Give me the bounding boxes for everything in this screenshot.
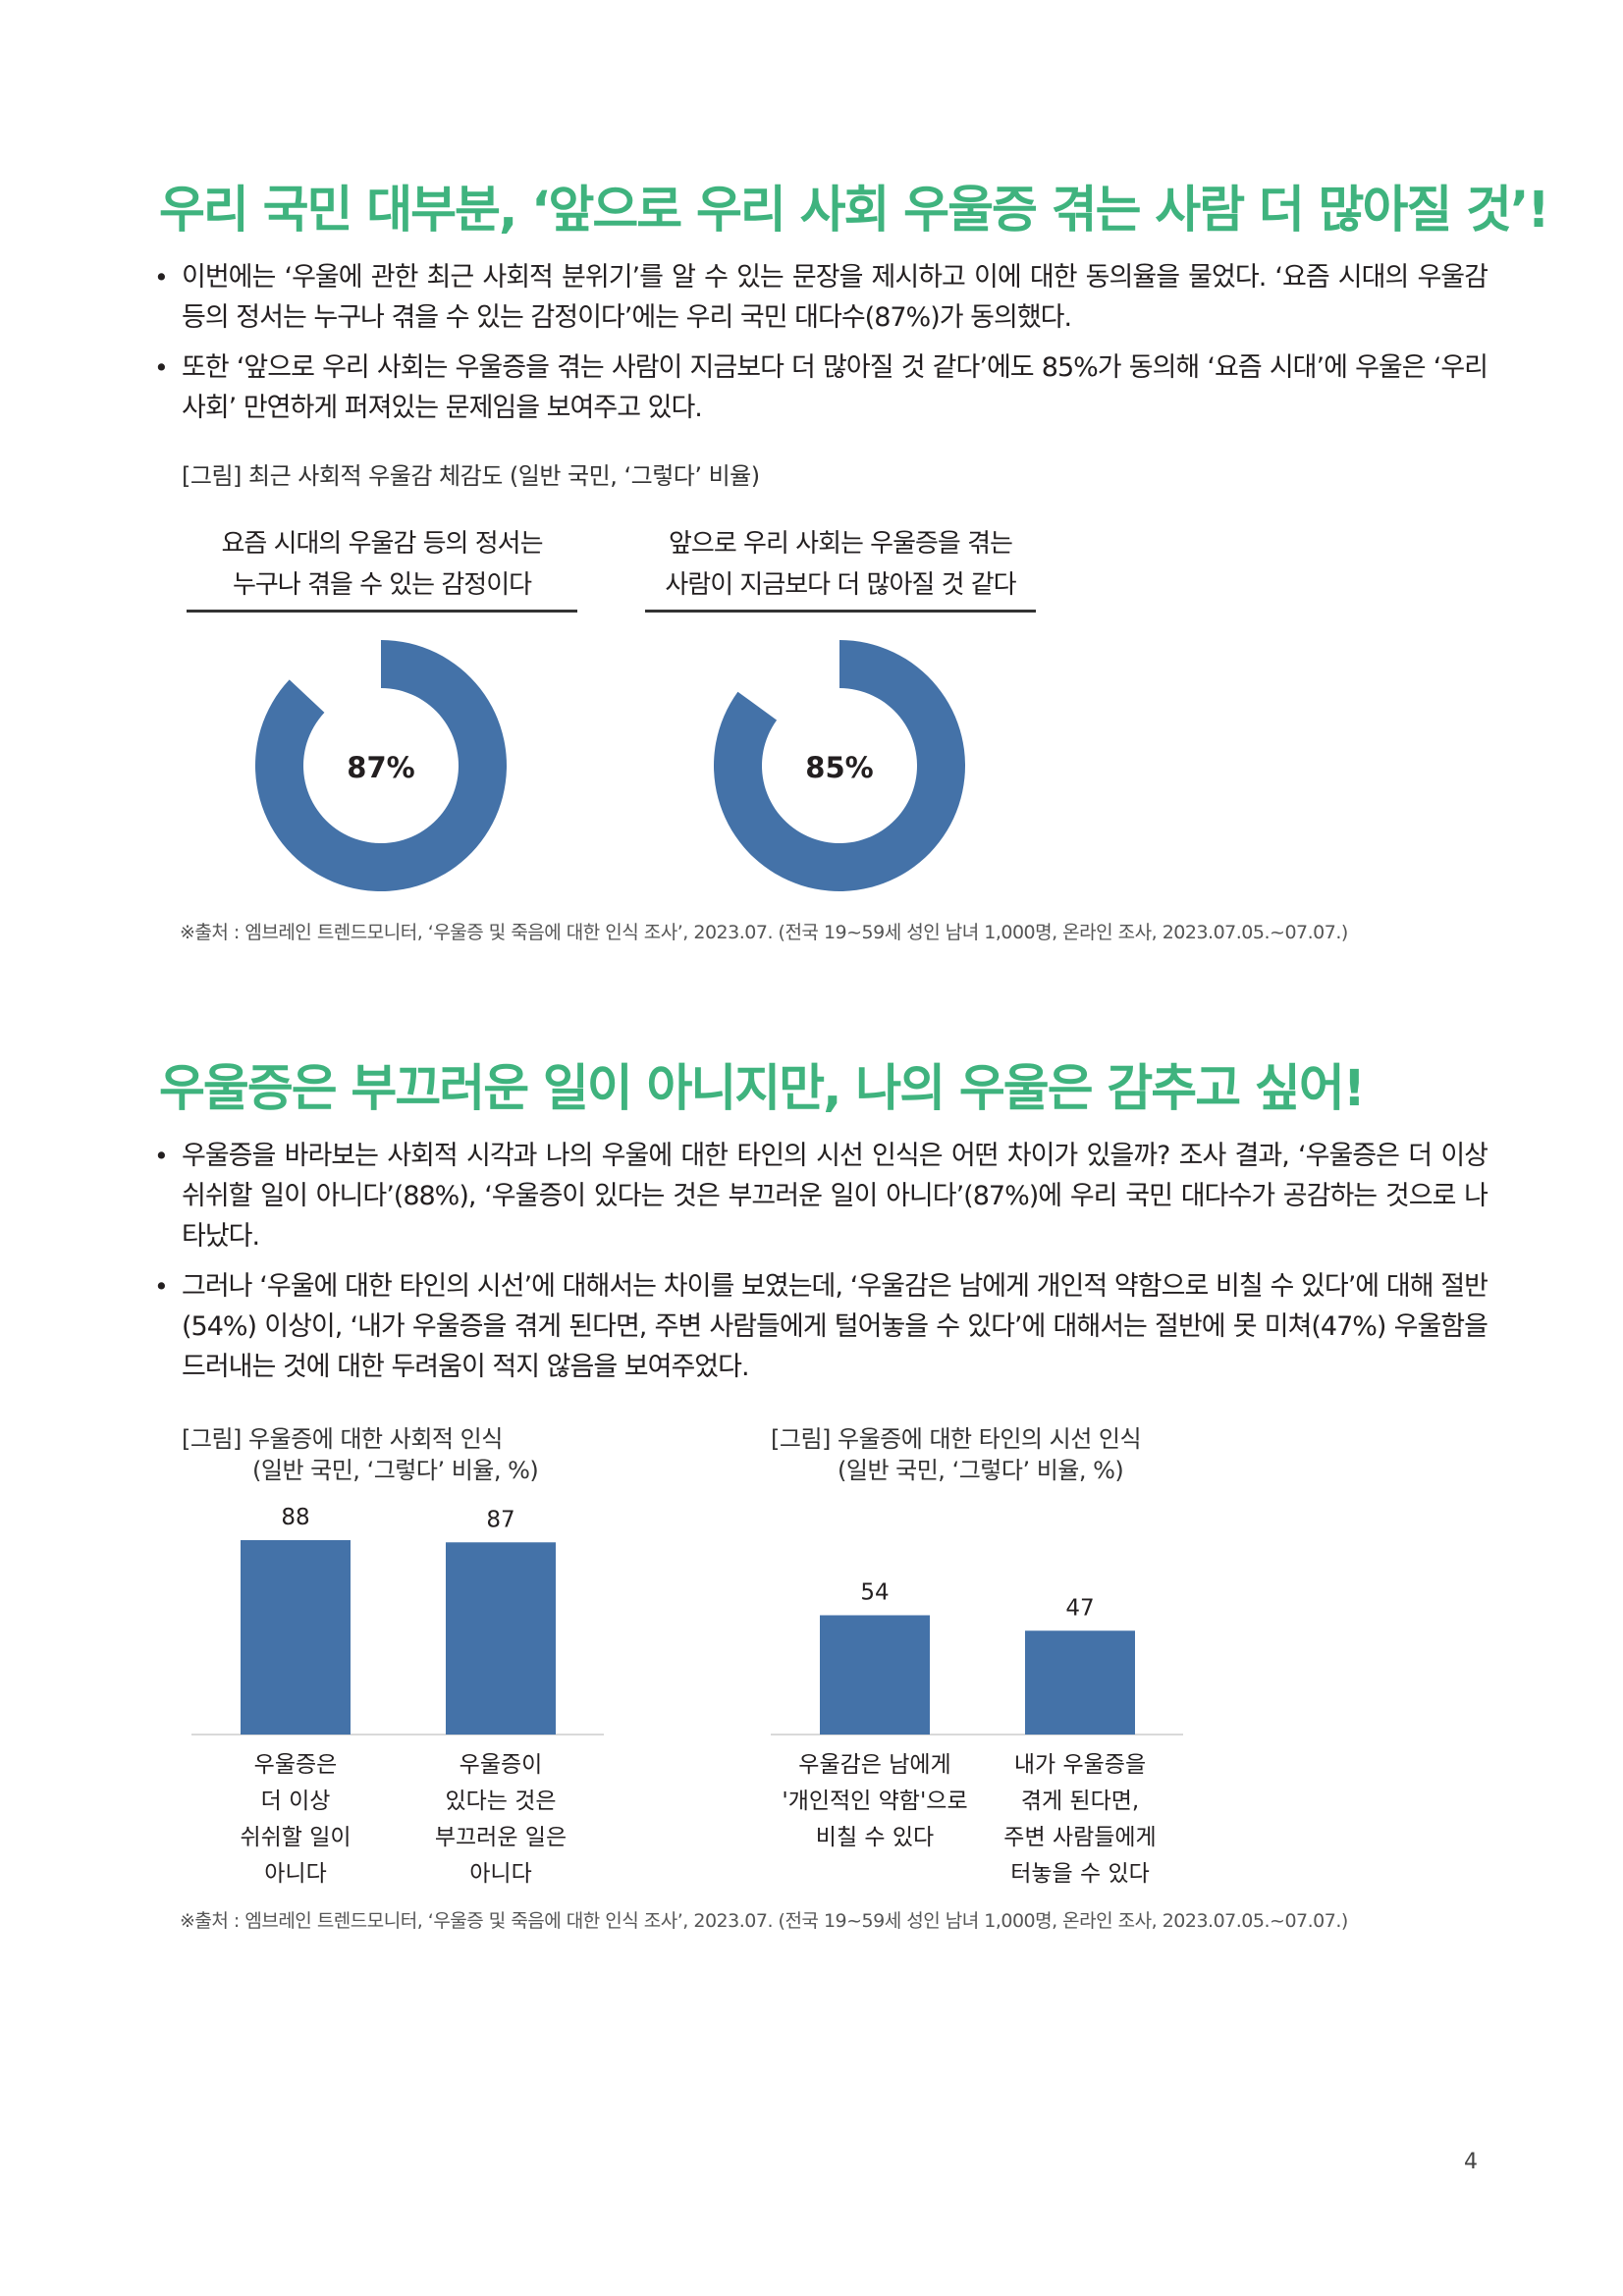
- section2-bullet-1: 우울증을 바라보는 사회적 시각과 나의 우울에 대한 타인의 시선 인식은 어…: [152, 1136, 1488, 1256]
- bar-value-label-1: 54: [860, 1580, 889, 1606]
- bar-2: [1025, 1630, 1135, 1735]
- bar-category-label-2-line-1: 내가 우울증을: [1014, 1752, 1146, 1778]
- bar-chart1-caption: [그림] 우울증에 대한 사회적 인식 (일반 국민, ‘그렇다’ 비율, %): [182, 1423, 539, 1486]
- section2-bullets: 우울증을 바라보는 사회적 시각과 나의 우울에 대한 타인의 시선 인식은 어…: [152, 1136, 1488, 1397]
- bar-chart2-caption: [그림] 우울증에 대한 타인의 시선 인식 (일반 국민, ‘그렇다’ 비율,…: [771, 1423, 1142, 1486]
- bar-category-label-2-line-2: 겪게 된다면,: [1021, 1789, 1139, 1814]
- donut1-title-line1: 요즘 시대의 우울감 등의 정서는: [221, 529, 543, 559]
- section2-heading: 우울증은 부끄러운 일이 아니지만, 나의 우울은 감추고 싶어!: [159, 1060, 1366, 1118]
- section1-heading: 우리 국민 대부분, ‘앞으로 우리 사회 우울증 겪는 사람 더 많아질 것’…: [159, 182, 1550, 240]
- section2-bullet-2: 그러나 ‘우울에 대한 타인의 시선’에 대해서는 차이를 보였는데, ‘우울감…: [152, 1266, 1488, 1387]
- donut2-title-line1: 앞으로 우리 사회는 우울증을 겪는: [669, 529, 1013, 559]
- donut1-title-line2: 누구나 겪을 수 있는 감정이다: [232, 570, 532, 600]
- bar-2: [446, 1542, 556, 1735]
- bar-category-label-1-line-1: 우울증은: [254, 1752, 338, 1778]
- donut1-title: 요즘 시대의 우울감 등의 정서는 누구나 겪을 수 있는 감정이다: [187, 523, 577, 613]
- bar-category-label-1-line-4: 아니다: [264, 1861, 326, 1887]
- donut2-value-label: 85%: [805, 751, 873, 784]
- donut1-value-label: 87%: [347, 751, 414, 784]
- section1-bullets: 이번에는 ‘우울에 관한 최근 사회적 분위기’를 알 수 있는 문장을 제시하…: [152, 257, 1488, 438]
- bar-category-label-2-line-3: 부끄러운 일은: [435, 1825, 567, 1850]
- bar-category-label-1-line-3: 쉬쉬할 일이: [240, 1825, 351, 1850]
- bar-value-label-2: 87: [486, 1507, 514, 1532]
- figure-caption-donuts: [그림] 최근 사회적 우울감 체감도 (일반 국민, ‘그렇다’ 비율): [182, 462, 760, 490]
- donut1-arc: [255, 640, 507, 891]
- donut2-title-line2: 사람이 지금보다 더 많아질 것 같다: [665, 570, 1016, 600]
- bar-value-label-2: 47: [1065, 1595, 1094, 1621]
- bar-category-label-1-line-2: '개인적인 약함'으로: [782, 1789, 967, 1814]
- page-number: 4: [1464, 2150, 1478, 2174]
- donut2-title: 앞으로 우리 사회는 우울증을 겪는 사람이 지금보다 더 많아질 것 같다: [645, 523, 1036, 613]
- donut2-arc: [714, 640, 965, 891]
- bar-category-label-1-line-1: 우울감은 남에게: [798, 1752, 950, 1778]
- donut2-chart: 85%: [714, 640, 965, 891]
- section1-bullet-2: 또한 ‘앞으로 우리 사회는 우울증을 겪는 사람이 지금보다 더 많아질 것 …: [152, 347, 1488, 428]
- bar-category-label-2-line-2: 있다는 것은: [445, 1789, 556, 1814]
- bar-category-label-2-line-4: 아니다: [469, 1861, 531, 1887]
- bar-category-label-1-line-2: 더 이상: [261, 1789, 331, 1814]
- donut1-chart: 87%: [255, 640, 507, 891]
- bar-1: [241, 1540, 351, 1735]
- bar-category-label-2-line-1: 우울증이: [460, 1752, 543, 1778]
- bar-1: [820, 1615, 930, 1735]
- bar-chart1-caption-line1: [그림] 우울증에 대한 사회적 인식: [182, 1425, 503, 1453]
- bar-category-label-2-line-4: 터놓을 수 있다: [1010, 1861, 1150, 1887]
- bar-category-label-2-line-3: 주변 사람들에게: [1003, 1825, 1156, 1850]
- bar-chart2-caption-line2: (일반 국민, ‘그렇다’ 비율, %): [838, 1457, 1124, 1484]
- bar-chart2-caption-line1: [그림] 우울증에 대한 타인의 시선 인식: [771, 1425, 1142, 1453]
- bar-chart1-caption-line2: (일반 국민, ‘그렇다’ 비율, %): [252, 1457, 539, 1484]
- section1-bullet-1: 이번에는 ‘우울에 관한 최근 사회적 분위기’를 알 수 있는 문장을 제시하…: [152, 257, 1488, 338]
- bar-value-label-1: 88: [281, 1505, 309, 1530]
- section1-source: ※출처 : 엠브레인 트렌드모니터, ‘우울증 및 죽음에 대한 인식 조사’,…: [180, 922, 1348, 943]
- section2-source: ※출처 : 엠브레인 트렌드모니터, ‘우울증 및 죽음에 대한 인식 조사’,…: [180, 1910, 1348, 1932]
- bar-category-label-1-line-3: 비칠 수 있다: [816, 1825, 934, 1850]
